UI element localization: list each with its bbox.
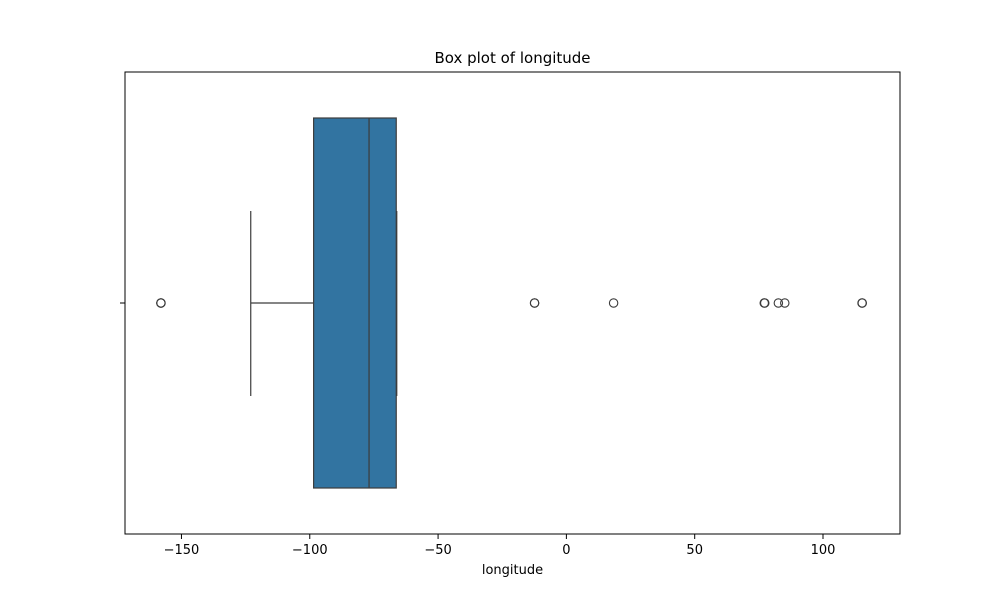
- outlier-point: [857, 298, 868, 308]
- x-tick-label: 0: [562, 543, 570, 558]
- x-axis-label: longitude: [482, 563, 543, 578]
- outlier-point: [608, 298, 619, 308]
- outlier-point: [780, 298, 790, 308]
- chart-marks: [156, 117, 868, 489]
- outlier-point: [529, 298, 540, 308]
- x-tick-label: −100: [292, 543, 328, 558]
- iqr-box: [313, 117, 397, 489]
- chart-title: Box plot of longitude: [434, 49, 590, 67]
- x-tick-label: 50: [686, 543, 703, 558]
- x-tick-label: 100: [811, 543, 836, 558]
- outlier-point: [760, 298, 770, 308]
- outlier-point: [156, 298, 166, 308]
- x-tick-label: −150: [164, 543, 200, 558]
- x-axis-ticks: −150 −100 −50 0 50 100: [164, 534, 836, 558]
- outlier-point: [773, 298, 784, 308]
- x-tick-label: −50: [424, 543, 451, 558]
